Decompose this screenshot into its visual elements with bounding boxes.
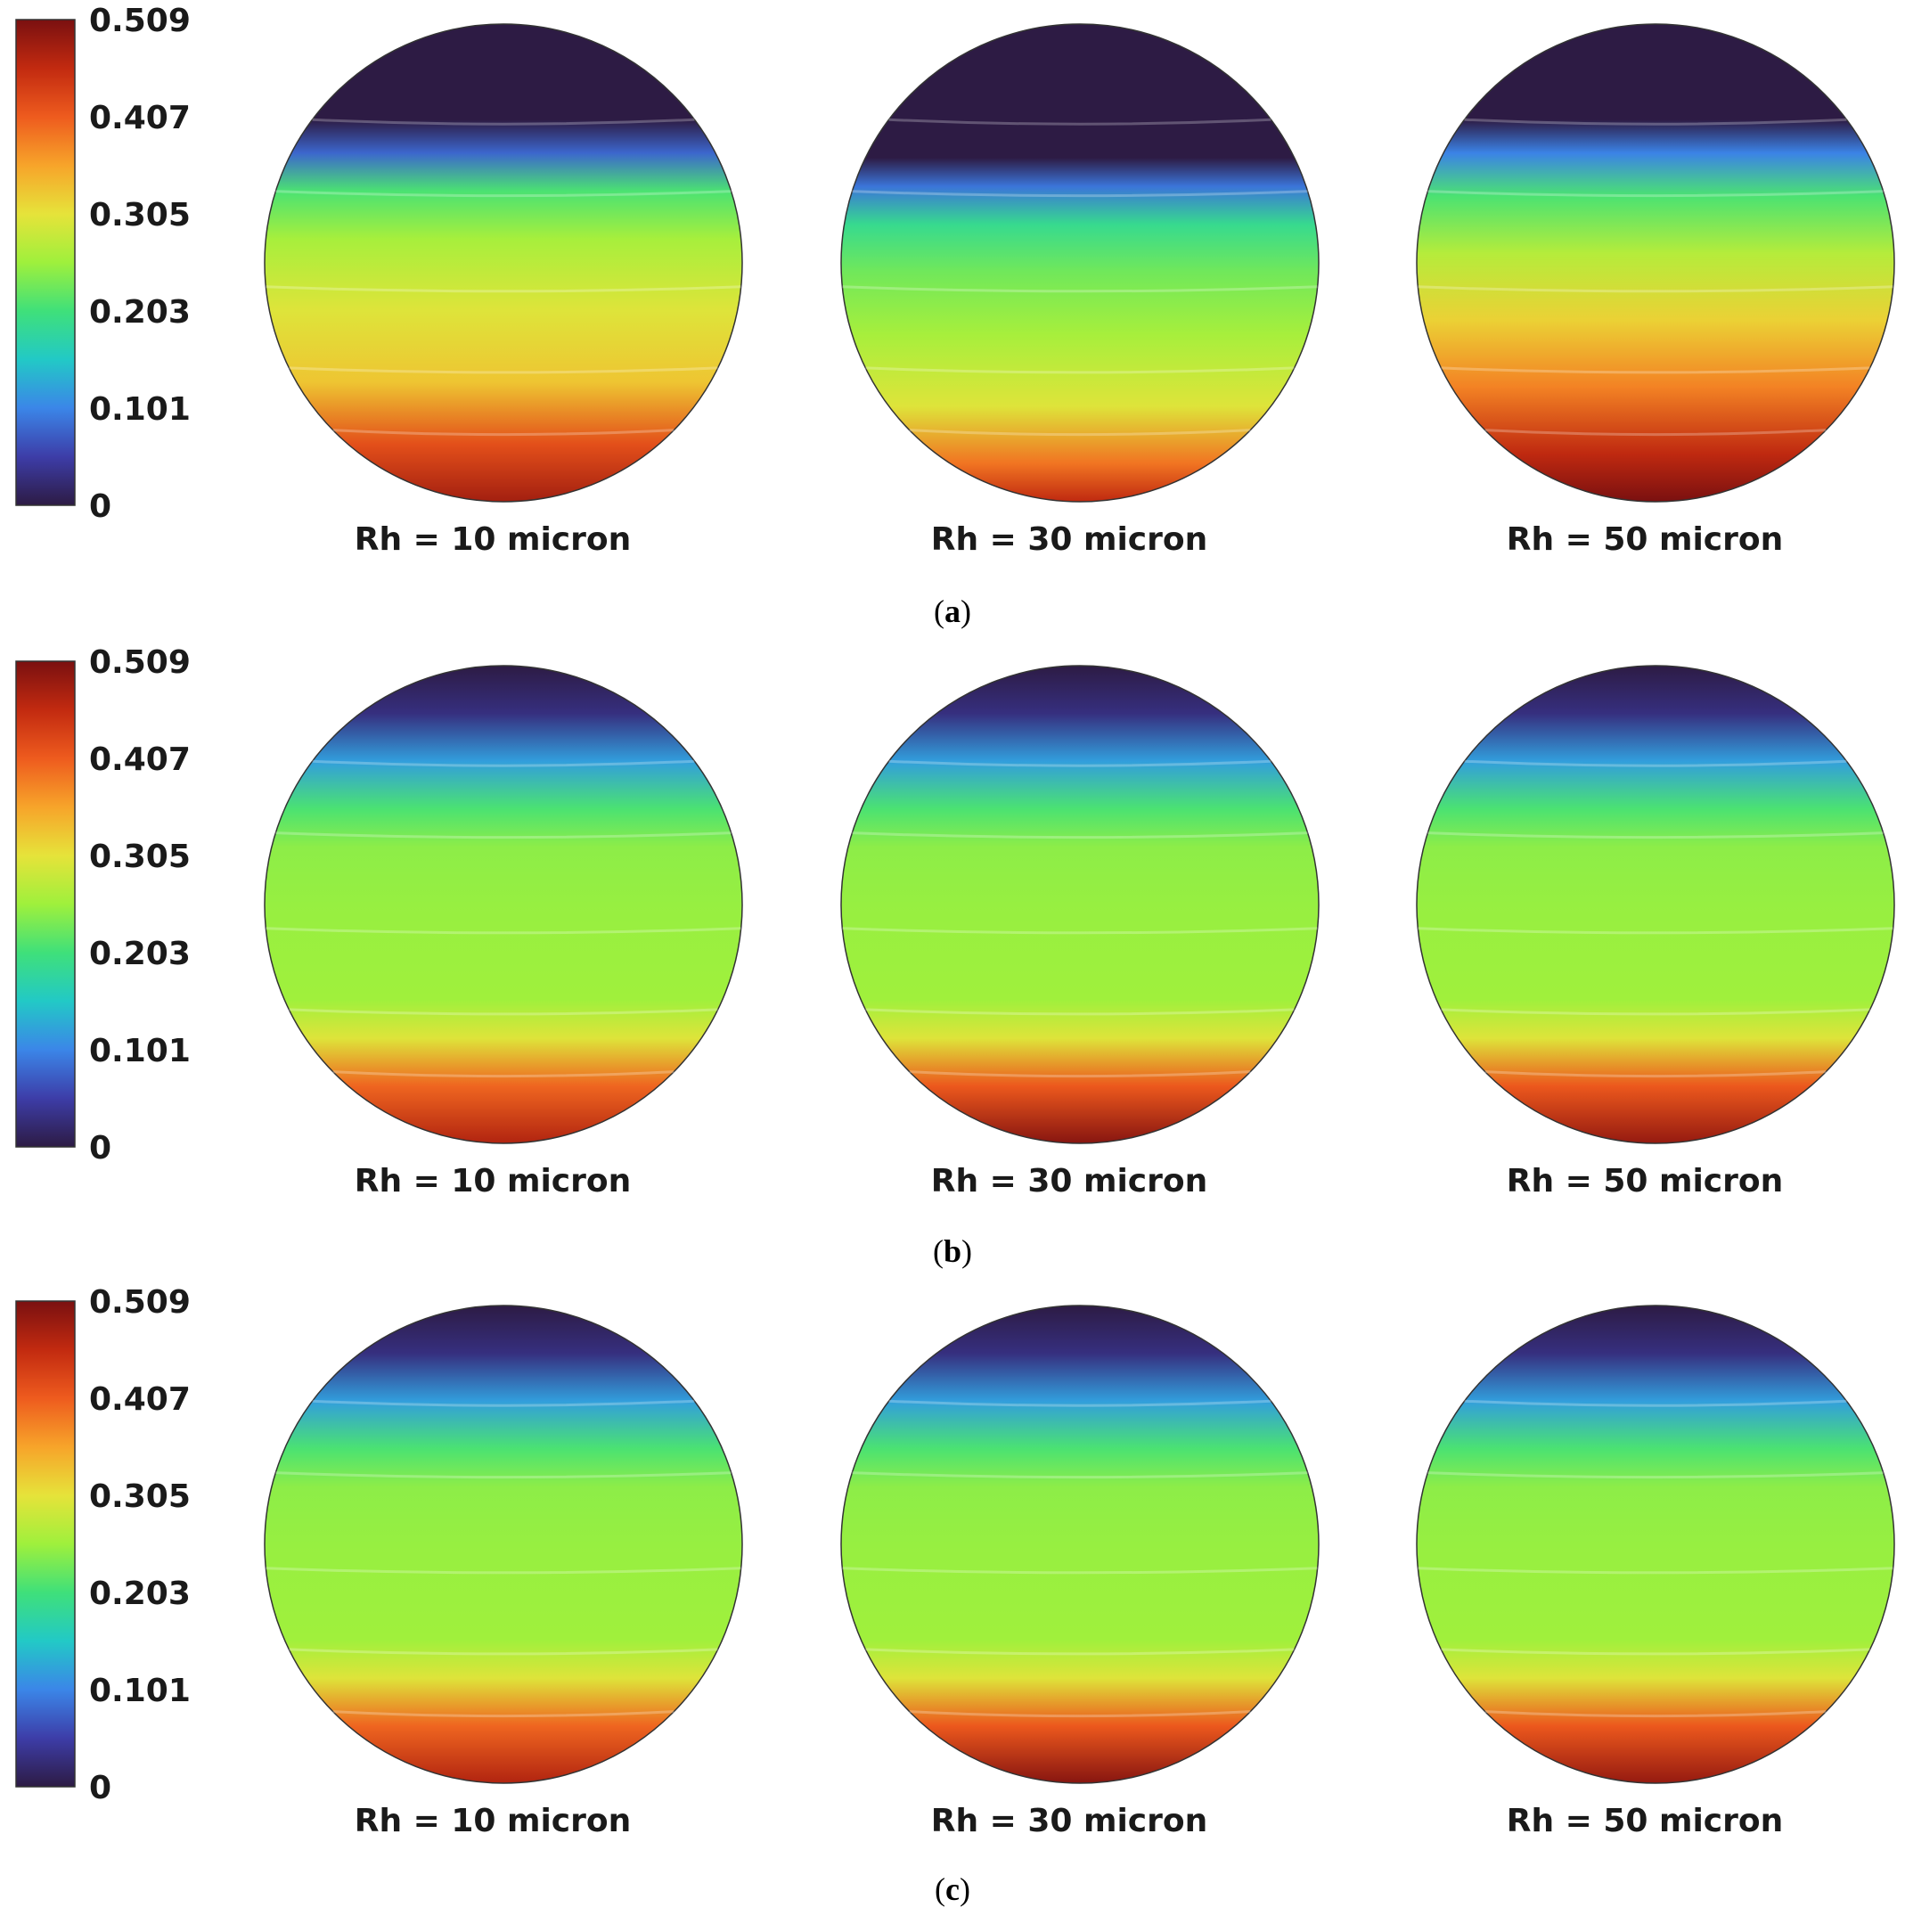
colorbar-tick-label: 0.203 [89,936,191,972]
contour-isoline [332,429,675,437]
contour-circle [264,665,743,1144]
contour-isoline [852,831,1308,839]
contour-isoline [1464,1399,1847,1407]
colorbar-tick-label: 0.101 [89,1673,191,1709]
panel-a: 0.509 0.407 0.305 0.203 0.101 0 Rh = 10 micron… [15,3,1895,629]
circle-label: Rh = 30 micron [931,1163,1208,1199]
panel-caption: (a) [934,594,971,629]
colorbar-tick-label: 0.203 [89,1576,191,1612]
colorbar-tick-label: 0.407 [89,100,191,136]
circle-label: Rh = 30 micron [931,521,1208,558]
panel-c: 0.509 0.407 0.305 0.203 0.101 0 Rh = 10 micron… [15,1284,1895,1907]
circle-label: Rh = 50 micron [1507,521,1784,558]
contour-circle [1416,665,1895,1144]
colorbar-tick-label: 0.203 [89,294,191,331]
colorbar-tick-label: 0.509 [89,644,191,681]
contour-isoline [266,285,741,293]
contour-isoline [888,1399,1271,1407]
contour-isoline [332,1070,675,1078]
colorbar-tick-label: 0.509 [89,1284,191,1321]
circle-label: Rh = 50 micron [1507,1163,1784,1199]
colorbar-tick-label: 0.305 [89,1478,191,1515]
contour-isoline [275,1471,732,1479]
contour-isoline [1441,366,1870,374]
colorbar [15,1300,76,1788]
contour-isoline [842,285,1318,293]
contour-isoline [888,118,1271,126]
contour-isoline [1441,1648,1870,1656]
contour-isoline [865,1008,1295,1016]
contour-isoline [1484,1710,1827,1718]
contour-isoline [1427,831,1884,839]
contour-circle [840,23,1320,503]
contour-isoline [312,118,695,126]
contour-isoline [289,1648,718,1656]
colorbar-tick-label: 0.407 [89,741,191,778]
contour-isoline [275,190,732,198]
contour-isoline [1464,759,1847,767]
contour-isoline [909,429,1251,437]
colorbar-tick-label: 0 [89,1770,111,1806]
contour-isoline [865,366,1295,374]
colorbar-tick-label: 0 [89,1130,111,1167]
contour-isoline [888,759,1271,767]
contour-isoline [275,831,732,839]
contour-isoline [1484,429,1827,437]
circle-label: Rh = 10 micron [355,1803,632,1839]
contour-isoline [1484,1070,1827,1078]
contour-isoline [266,927,741,935]
panel-caption: (c) [935,1871,970,1907]
colorbar-tick-label: 0.305 [89,197,191,233]
contour-isoline [852,1471,1308,1479]
contour-isoline [865,1648,1295,1656]
contour-isoline [1427,190,1884,198]
contour-isoline [1427,1471,1884,1479]
colorbar-tick-label: 0.509 [89,3,191,39]
circle-label: Rh = 10 micron [355,521,632,558]
contour-isoline [312,759,695,767]
circle-label: Rh = 50 micron [1507,1803,1784,1839]
colorbar [15,660,76,1148]
contour-isoline [332,1710,675,1718]
circle-label: Rh = 10 micron [355,1163,632,1199]
circle-label: Rh = 30 micron [931,1803,1208,1839]
contour-isoline [842,1567,1318,1575]
contour-circle [1416,1305,1895,1784]
contour-circle [840,665,1320,1144]
contour-isoline [312,1399,695,1407]
contour-isoline [1464,118,1847,126]
contour-circle [1416,23,1895,503]
colorbar [15,19,76,506]
panel-b: 0.509 0.407 0.305 0.203 0.101 0 Rh = 10 micron… [15,644,1895,1269]
contour-isoline [266,1567,741,1575]
contour-circle [264,23,743,503]
contour-isoline [1441,1008,1870,1016]
colorbar-tick-label: 0.101 [89,1033,191,1069]
colorbar-tick-label: 0 [89,488,111,525]
contour-isoline [1418,927,1893,935]
colorbar-tick-label: 0.305 [89,839,191,875]
contour-isoline [289,366,718,374]
contour-isoline [1418,1567,1893,1575]
contour-circle [264,1305,743,1784]
contour-isoline [909,1070,1251,1078]
contour-circle [840,1305,1320,1784]
contour-isoline [852,190,1308,198]
contour-isoline [909,1710,1251,1718]
colorbar-tick-label: 0.101 [89,391,191,428]
panel-caption: (b) [933,1233,972,1269]
contour-isoline [289,1008,718,1016]
contour-isoline [842,927,1318,935]
colorbar-tick-label: 0.407 [89,1381,191,1418]
contour-isoline [1418,285,1893,293]
